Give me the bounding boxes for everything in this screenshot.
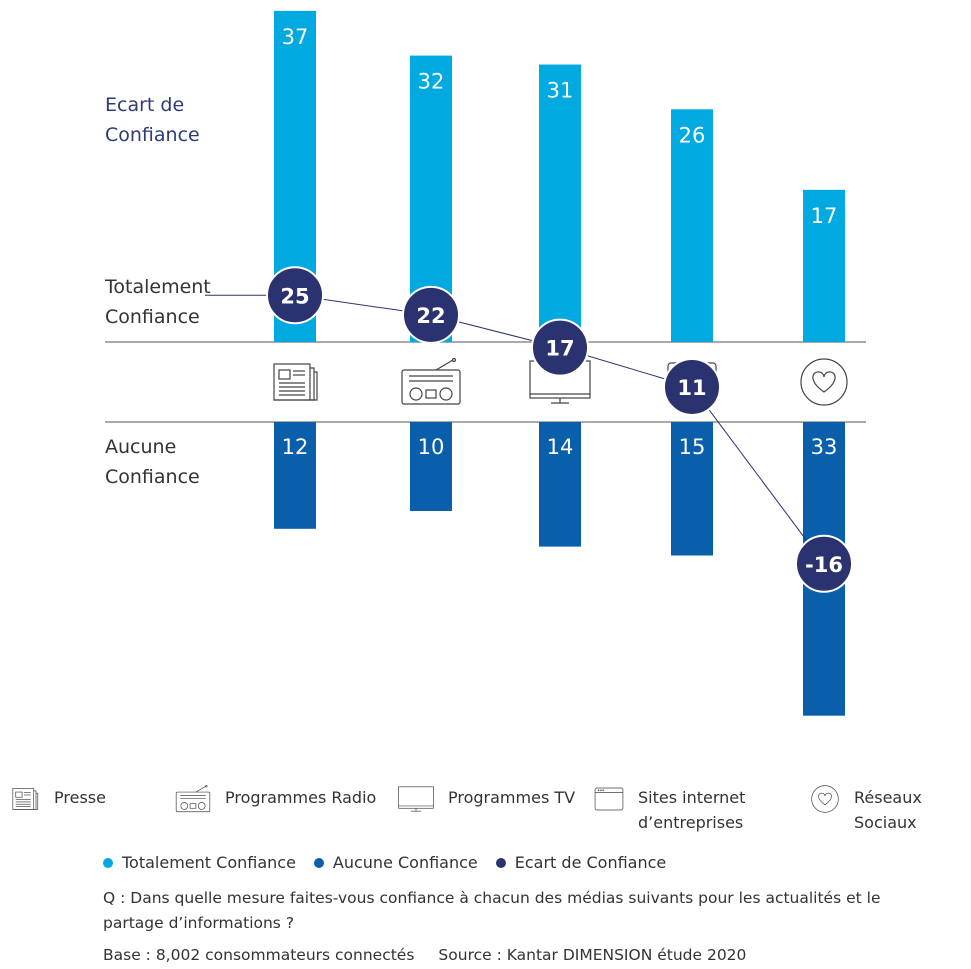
totalement-value-label: 32 bbox=[418, 70, 445, 94]
base-note: Base : 8,002 consommateurs connectés Sour… bbox=[103, 943, 746, 968]
newspaper-icon bbox=[12, 788, 39, 810]
axis-lines bbox=[105, 341, 866, 423]
ecart-point bbox=[266, 266, 324, 325]
newspaper-icon-shape bbox=[12, 788, 39, 810]
totalement-bars: 37 32 31 26 17 bbox=[274, 10, 845, 343]
aucune-dot bbox=[313, 857, 324, 868]
aucune-value-label: 10 bbox=[418, 435, 445, 459]
newspaper-icon bbox=[273, 363, 318, 401]
legend-item-label: Programmes Radio bbox=[225, 788, 377, 807]
legend-item-label: Programmes TV bbox=[448, 788, 576, 807]
legend-item-newspaper: Presse bbox=[10, 785, 106, 813]
aucune-bar bbox=[671, 422, 713, 556]
ecart-value-label: 11 bbox=[677, 376, 706, 400]
totalement-value-label: 26 bbox=[679, 123, 706, 147]
trust-chart: 37 32 31 26 17 12 10 14 15 33 25 22 17 11 -16 bbox=[105, 10, 866, 716]
aucune-bar bbox=[410, 422, 452, 511]
question-note: Q : Dans quelle mesure faites-vous confi… bbox=[103, 889, 881, 932]
legend-item-tv: Programmes TV bbox=[398, 785, 575, 813]
totalement-dot bbox=[103, 857, 113, 868]
legend-aucune: Aucune Confiance bbox=[313, 853, 478, 872]
totalement-bar bbox=[539, 64, 581, 343]
legend-ecart-label: Ecart de Confiance bbox=[514, 853, 667, 872]
legend-item-radio: Programmes Radio bbox=[175, 785, 376, 813]
totalement-value-label: 37 bbox=[282, 25, 309, 49]
row-label-ecart: Ecart de Confiance bbox=[105, 94, 200, 146]
tv-icon-shape bbox=[398, 786, 434, 812]
ecart-value-label: 17 bbox=[545, 337, 574, 361]
ecart-point bbox=[402, 285, 460, 344]
legend-item-label: Presse bbox=[54, 788, 106, 807]
ecart-value-label: -16 bbox=[805, 553, 843, 577]
aucune-bar bbox=[274, 422, 316, 529]
heart-icon bbox=[800, 358, 848, 406]
radio-icon bbox=[175, 785, 211, 813]
legend-item-heart: Réseaux Sociaux bbox=[810, 785, 922, 835]
totalement-bar bbox=[671, 109, 713, 342]
legend-totalement: Totalement Confiance bbox=[103, 853, 296, 872]
row-label-aucune: Aucune Confiance bbox=[105, 436, 200, 488]
aucune-value-label: 14 bbox=[547, 435, 574, 459]
aucune-value-label: 15 bbox=[679, 435, 706, 459]
ecart-point bbox=[663, 357, 721, 416]
totalement-bar bbox=[803, 189, 845, 342]
legend-aucune-label: Aucune Confiance bbox=[332, 853, 478, 872]
legend-ecart: Ecart de Confiance bbox=[495, 853, 667, 872]
ecart-dot bbox=[495, 857, 506, 868]
legend-item-label: Sites internet d’entreprises bbox=[638, 788, 746, 832]
series-legend: Totalement Confiance Aucune Confiance Ec… bbox=[103, 853, 666, 872]
legend-totalement-label: Totalement Confiance bbox=[122, 853, 296, 872]
tv-icon bbox=[398, 786, 434, 812]
ecart-value-label: 22 bbox=[416, 304, 445, 328]
ecart-series: 25 22 17 11 -16 bbox=[205, 266, 853, 593]
heart-icon-shape bbox=[811, 785, 839, 813]
ecart-point bbox=[531, 318, 589, 377]
website-icon-shape bbox=[594, 787, 624, 811]
aucune-bars: 12 10 14 15 33 bbox=[274, 422, 845, 716]
totalement-value-label: 17 bbox=[811, 204, 838, 228]
aucune-value-label: 33 bbox=[811, 435, 838, 459]
ecart-value-label: 25 bbox=[280, 284, 309, 308]
radio-icon bbox=[401, 357, 461, 405]
heart-icon bbox=[811, 785, 839, 813]
row-label-totalement: Totalement Confiance bbox=[105, 276, 211, 328]
base-text: Base : 8,002 consommateurs connectés bbox=[103, 946, 415, 964]
aucune-value-label: 12 bbox=[282, 435, 309, 459]
website-icon bbox=[594, 787, 624, 811]
ecart-point bbox=[795, 534, 853, 593]
legend-item-label: Réseaux Sociaux bbox=[854, 788, 922, 832]
totalement-value-label: 31 bbox=[547, 79, 574, 103]
radio-icon-shape bbox=[175, 785, 211, 813]
source-text: Source : Kantar DIMENSION étude 2020 bbox=[438, 946, 747, 964]
aucune-bar bbox=[539, 422, 581, 547]
legend-item-website: Sites internet d’entreprises bbox=[594, 785, 745, 835]
